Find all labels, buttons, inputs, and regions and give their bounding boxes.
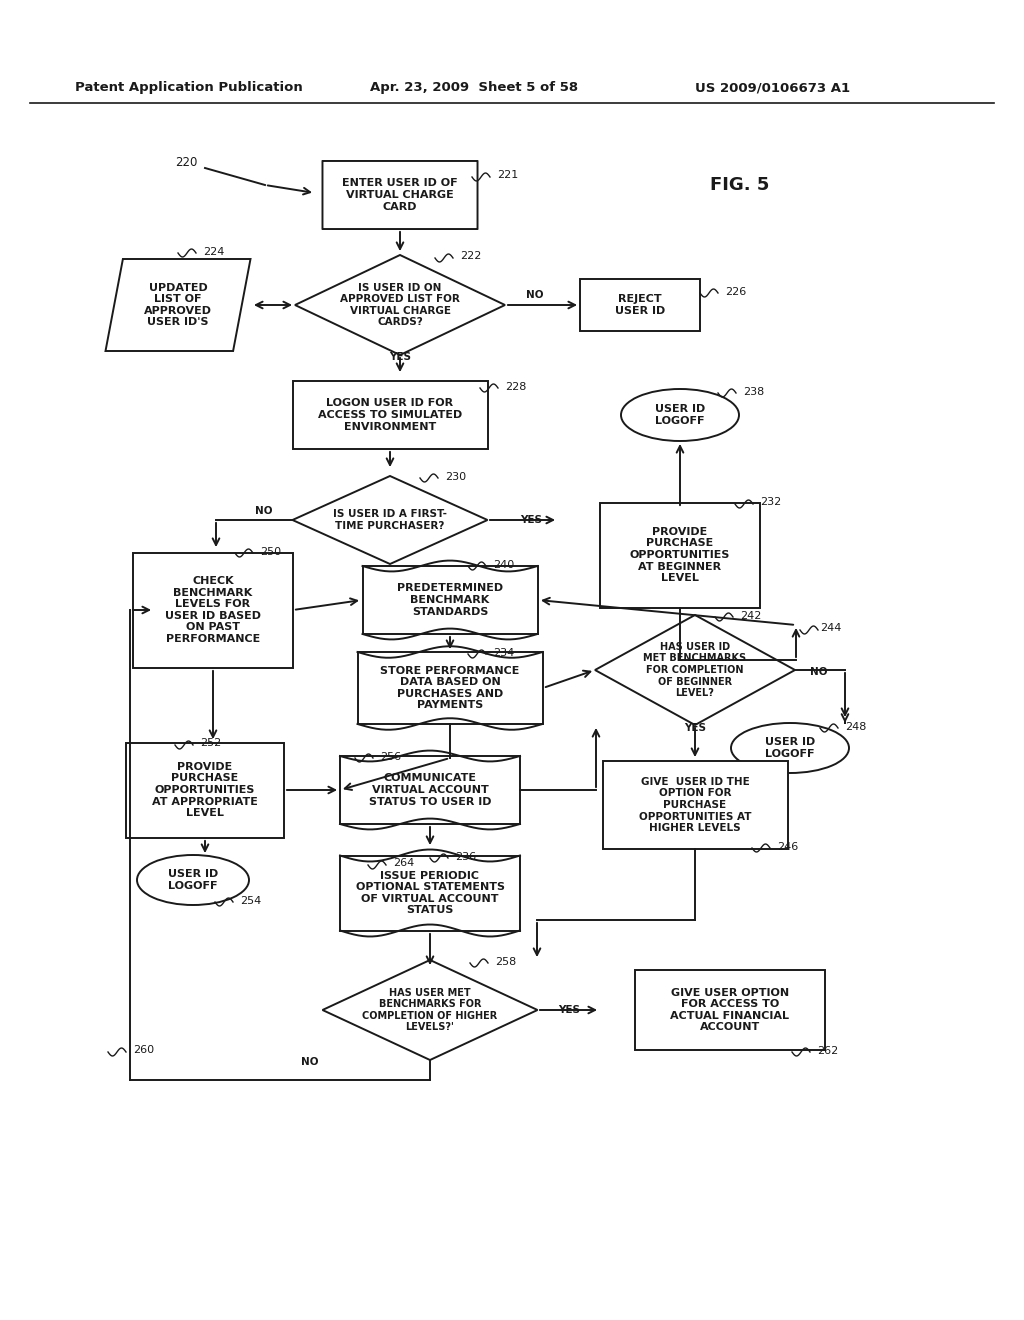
FancyBboxPatch shape bbox=[126, 742, 284, 837]
Text: LOGON USER ID FOR
ACCESS TO SIMULATED
ENVIRONMENT: LOGON USER ID FOR ACCESS TO SIMULATED EN… bbox=[317, 399, 462, 432]
FancyBboxPatch shape bbox=[600, 503, 760, 607]
Text: 220: 220 bbox=[175, 157, 198, 169]
Text: 232: 232 bbox=[760, 498, 781, 507]
Text: 240: 240 bbox=[493, 560, 514, 570]
FancyBboxPatch shape bbox=[362, 566, 538, 634]
Text: HAS USER ID
MET BENCHMARKS
FOR COMPLETION
OF BEGINNER
LEVEL?: HAS USER ID MET BENCHMARKS FOR COMPLETIO… bbox=[643, 642, 746, 698]
Text: PROVIDE
PURCHASE
OPPORTUNITIES
AT BEGINNER
LEVEL: PROVIDE PURCHASE OPPORTUNITIES AT BEGINN… bbox=[630, 527, 730, 583]
Text: 228: 228 bbox=[505, 381, 526, 392]
Text: ENTER USER ID OF
VIRTUAL CHARGE
CARD: ENTER USER ID OF VIRTUAL CHARGE CARD bbox=[342, 178, 458, 211]
FancyBboxPatch shape bbox=[635, 970, 825, 1049]
Text: YES: YES bbox=[389, 352, 411, 362]
Text: GIVE  USER ID THE
OPTION FOR
PURCHASE
OPPORTUNITIES AT
HIGHER LEVELS: GIVE USER ID THE OPTION FOR PURCHASE OPP… bbox=[639, 776, 752, 833]
Ellipse shape bbox=[621, 389, 739, 441]
Text: 234: 234 bbox=[493, 648, 514, 657]
Text: YES: YES bbox=[558, 1005, 580, 1015]
Text: NO: NO bbox=[255, 506, 272, 516]
FancyBboxPatch shape bbox=[602, 762, 787, 849]
Text: 254: 254 bbox=[240, 896, 261, 906]
Text: COMMUNICATE
VIRTUAL ACCOUNT
STATUS TO USER ID: COMMUNICATE VIRTUAL ACCOUNT STATUS TO US… bbox=[369, 774, 492, 807]
Polygon shape bbox=[293, 477, 487, 564]
Text: IS USER ID ON
APPROVED LIST FOR
VIRTUAL CHARGE
CARDS?: IS USER ID ON APPROVED LIST FOR VIRTUAL … bbox=[340, 282, 460, 327]
Polygon shape bbox=[595, 615, 795, 725]
FancyBboxPatch shape bbox=[357, 652, 543, 723]
Text: 250: 250 bbox=[260, 546, 282, 557]
FancyBboxPatch shape bbox=[340, 855, 520, 931]
Text: STORE PERFORMANCE
DATA BASED ON
PURCHASES AND
PAYMENTS: STORE PERFORMANCE DATA BASED ON PURCHASE… bbox=[380, 665, 520, 710]
Text: 248: 248 bbox=[845, 722, 866, 733]
FancyBboxPatch shape bbox=[580, 279, 700, 331]
Text: YES: YES bbox=[520, 515, 542, 525]
Text: 246: 246 bbox=[777, 842, 799, 851]
Text: 242: 242 bbox=[740, 611, 762, 620]
Text: Apr. 23, 2009  Sheet 5 of 58: Apr. 23, 2009 Sheet 5 of 58 bbox=[370, 82, 579, 95]
Ellipse shape bbox=[137, 855, 249, 906]
Text: USER ID
LOGOFF: USER ID LOGOFF bbox=[168, 869, 218, 891]
Text: NO: NO bbox=[526, 290, 544, 300]
Ellipse shape bbox=[731, 723, 849, 774]
Text: 258: 258 bbox=[495, 957, 516, 968]
Text: FIG. 5: FIG. 5 bbox=[711, 176, 770, 194]
Text: 221: 221 bbox=[497, 170, 518, 180]
Text: USER ID
LOGOFF: USER ID LOGOFF bbox=[765, 737, 815, 759]
Text: PREDETERMINED
BENCHMARK
STANDARDS: PREDETERMINED BENCHMARK STANDARDS bbox=[397, 583, 503, 616]
FancyBboxPatch shape bbox=[323, 161, 477, 230]
Polygon shape bbox=[105, 259, 251, 351]
Text: CHECK
BENCHMARK
LEVELS FOR
USER ID BASED
ON PAST
PERFORMANCE: CHECK BENCHMARK LEVELS FOR USER ID BASED… bbox=[165, 576, 261, 644]
Text: NO: NO bbox=[301, 1057, 318, 1067]
Text: HAS USER MET
BENCHMARKS FOR
COMPLETION OF HIGHER
LEVELS?': HAS USER MET BENCHMARKS FOR COMPLETION O… bbox=[362, 987, 498, 1032]
Text: PROVIDE
PURCHASE
OPPORTUNITIES
AT APPROPRIATE
LEVEL: PROVIDE PURCHASE OPPORTUNITIES AT APPROP… bbox=[152, 762, 258, 818]
Text: UPDATED
LIST OF
APPROVED
USER ID'S: UPDATED LIST OF APPROVED USER ID'S bbox=[144, 282, 212, 327]
Text: NO: NO bbox=[810, 667, 827, 677]
Text: REJECT
USER ID: REJECT USER ID bbox=[614, 294, 666, 315]
Text: 244: 244 bbox=[820, 623, 842, 634]
Text: 252: 252 bbox=[200, 738, 221, 748]
FancyBboxPatch shape bbox=[133, 553, 293, 668]
Text: Patent Application Publication: Patent Application Publication bbox=[75, 82, 303, 95]
Text: IS USER ID A FIRST-
TIME PURCHASER?: IS USER ID A FIRST- TIME PURCHASER? bbox=[333, 510, 447, 531]
Polygon shape bbox=[295, 255, 505, 355]
Text: 264: 264 bbox=[393, 858, 415, 869]
FancyBboxPatch shape bbox=[340, 756, 520, 824]
Text: YES: YES bbox=[684, 723, 706, 733]
Text: US 2009/0106673 A1: US 2009/0106673 A1 bbox=[695, 82, 850, 95]
Text: 222: 222 bbox=[460, 251, 481, 261]
Text: 256: 256 bbox=[380, 752, 401, 762]
Text: ISSUE PERIODIC
OPTIONAL STATEMENTS
OF VIRTUAL ACCOUNT
STATUS: ISSUE PERIODIC OPTIONAL STATEMENTS OF VI… bbox=[355, 871, 505, 915]
Text: GIVE USER OPTION
FOR ACCESS TO
ACTUAL FINANCIAL
ACCOUNT: GIVE USER OPTION FOR ACCESS TO ACTUAL FI… bbox=[671, 987, 790, 1032]
Polygon shape bbox=[323, 960, 538, 1060]
Text: USER ID
LOGOFF: USER ID LOGOFF bbox=[655, 404, 706, 426]
Text: 238: 238 bbox=[743, 387, 764, 397]
Text: 236: 236 bbox=[455, 851, 476, 862]
Text: 230: 230 bbox=[445, 473, 466, 482]
Text: 226: 226 bbox=[725, 286, 746, 297]
Text: 260: 260 bbox=[133, 1045, 155, 1055]
Text: 262: 262 bbox=[817, 1045, 839, 1056]
FancyBboxPatch shape bbox=[293, 381, 487, 449]
Text: 224: 224 bbox=[203, 247, 224, 257]
